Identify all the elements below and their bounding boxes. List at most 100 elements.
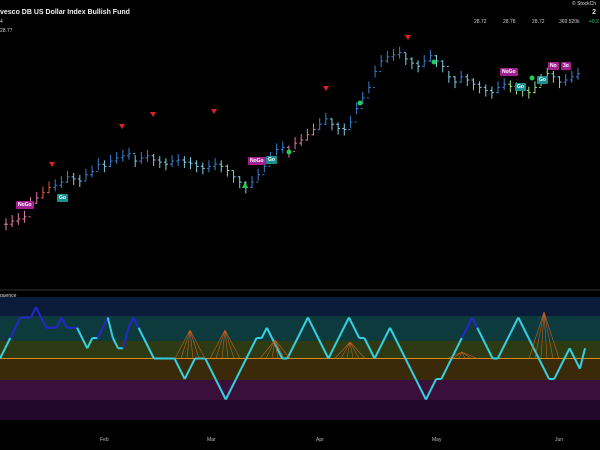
osc-segment bbox=[383, 327, 391, 339]
osc-segment bbox=[440, 368, 448, 380]
osc-fan-0 bbox=[189, 329, 200, 359]
osc-segment bbox=[568, 347, 576, 359]
osc-segment bbox=[419, 388, 427, 400]
osc-segment bbox=[522, 327, 530, 339]
osc-fan-0 bbox=[180, 329, 191, 359]
go-dot bbox=[286, 149, 292, 155]
osc-fan-0 bbox=[189, 329, 206, 359]
osc-fan-1 bbox=[215, 329, 226, 359]
osc-segment bbox=[204, 358, 212, 370]
osc-segment bbox=[14, 317, 22, 329]
osc-fan-4 bbox=[461, 351, 466, 359]
osc-segment bbox=[240, 358, 248, 370]
month-label-jun: Jun bbox=[555, 437, 564, 443]
osc-segment bbox=[147, 347, 155, 359]
osc-fan-3 bbox=[334, 341, 351, 359]
osc-segment bbox=[86, 337, 94, 349]
osc-segment bbox=[363, 337, 371, 349]
brand-label: © StockCh bbox=[572, 1, 596, 7]
osc-segment bbox=[476, 327, 484, 339]
nogo-triangle bbox=[405, 35, 411, 40]
osc-segment bbox=[245, 347, 253, 359]
osc-fan-2 bbox=[274, 339, 285, 359]
osc-segment bbox=[353, 327, 361, 339]
osc-segment bbox=[301, 317, 309, 329]
osc-segment bbox=[496, 347, 504, 359]
badge-go: Go bbox=[266, 156, 277, 164]
osc-segment bbox=[296, 327, 304, 339]
badge-nogo: 3o bbox=[561, 62, 571, 70]
osc-fan-2 bbox=[259, 339, 276, 359]
osc-segment bbox=[137, 327, 145, 339]
osc-fan-3 bbox=[346, 341, 351, 359]
badge-go: Go bbox=[57, 194, 68, 202]
go-triangle bbox=[242, 182, 248, 188]
osc-segment bbox=[342, 317, 350, 329]
osc-segment bbox=[29, 306, 37, 318]
osc-segment bbox=[55, 317, 63, 329]
osc-segment bbox=[394, 337, 402, 349]
ohlc-low: 28.72 bbox=[532, 19, 545, 25]
osc-band-3 bbox=[0, 358, 600, 380]
osc-segment bbox=[122, 327, 130, 349]
osc-band-1 bbox=[0, 316, 600, 341]
osc-segment bbox=[404, 358, 412, 370]
osc-segment bbox=[471, 317, 479, 329]
osc-fan-2 bbox=[274, 339, 279, 359]
osc-segment bbox=[230, 378, 237, 390]
osc-segment bbox=[112, 337, 119, 349]
osc-segment bbox=[260, 327, 268, 339]
osc-fan-2 bbox=[271, 339, 276, 359]
osc-segment bbox=[178, 368, 186, 380]
osc-segment bbox=[507, 327, 515, 339]
osc-segment bbox=[450, 347, 458, 359]
osc-segment bbox=[101, 317, 109, 329]
osc-segment bbox=[466, 317, 473, 329]
osc-segment bbox=[286, 347, 294, 359]
osc-segment bbox=[563, 347, 571, 359]
osc-segment bbox=[378, 337, 386, 349]
osc-fan-0 bbox=[189, 329, 194, 359]
osc-segment bbox=[445, 358, 453, 370]
osc-fan-3 bbox=[349, 341, 360, 359]
badge-go: Go bbox=[515, 83, 526, 91]
osc-segment bbox=[291, 337, 299, 349]
osc-segment bbox=[558, 358, 566, 370]
badge-nogo: NoGo bbox=[248, 157, 266, 165]
osc-segment bbox=[389, 327, 397, 339]
osc-segment bbox=[4, 337, 12, 349]
osc-segment bbox=[337, 327, 345, 339]
osc-segment bbox=[173, 358, 181, 370]
osc-fan-1 bbox=[224, 329, 229, 359]
osc-segment bbox=[235, 368, 243, 380]
osc-fan-5 bbox=[543, 311, 560, 359]
osc-segment bbox=[327, 347, 335, 359]
go-dot bbox=[529, 75, 535, 81]
osc-segment bbox=[265, 327, 273, 339]
osc-segment bbox=[348, 317, 355, 329]
osc-segment bbox=[307, 317, 314, 329]
osc-segment bbox=[430, 378, 438, 390]
badge-go: Go bbox=[537, 76, 548, 84]
osc-fan-3 bbox=[349, 341, 354, 359]
month-label-may: May bbox=[432, 437, 442, 443]
osc-segment bbox=[132, 317, 140, 329]
osc-segment bbox=[512, 317, 520, 329]
osc-segment bbox=[40, 317, 48, 329]
osc-segment bbox=[219, 388, 227, 400]
osc-segment bbox=[486, 347, 494, 359]
osc-fan-5 bbox=[528, 311, 545, 359]
osc-segment bbox=[537, 358, 545, 370]
osc-segment bbox=[312, 327, 320, 339]
month-label-feb: Feb bbox=[100, 437, 109, 443]
osc-fan-1 bbox=[224, 329, 241, 359]
osc-fan-2 bbox=[274, 339, 291, 359]
ohlc-open: 28.72 bbox=[474, 19, 487, 25]
ohlc-volume: 369.520k bbox=[559, 19, 580, 25]
osc-segment bbox=[127, 317, 135, 329]
osc-band-4 bbox=[0, 380, 600, 400]
osc-segment bbox=[502, 337, 509, 349]
osc-fan-4 bbox=[461, 351, 472, 359]
osc-fan-5 bbox=[534, 311, 545, 359]
osc-segment bbox=[460, 327, 468, 339]
